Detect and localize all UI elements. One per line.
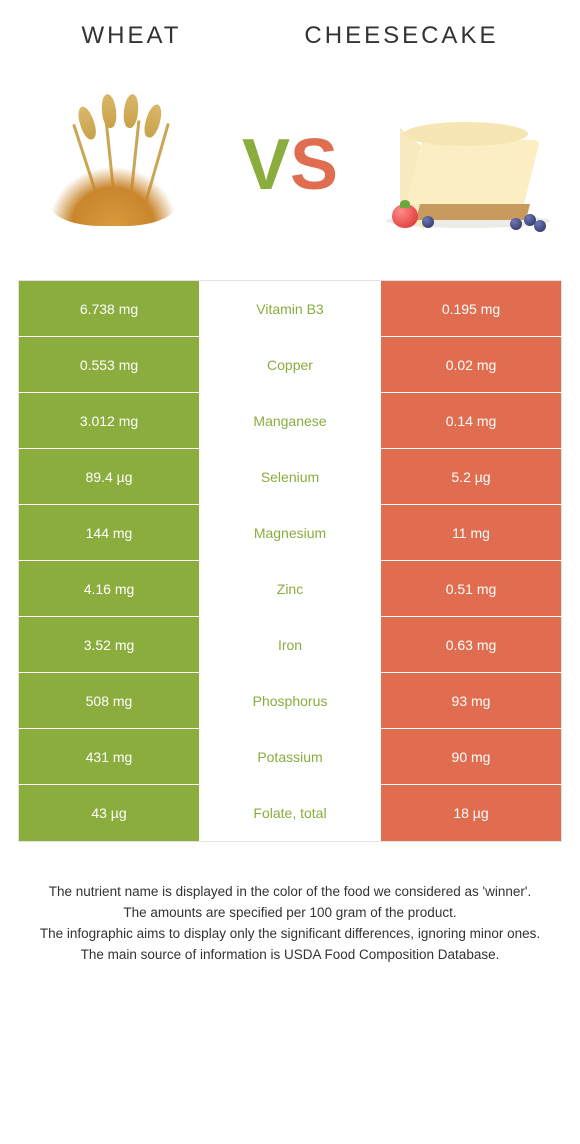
vs-letter-v: V bbox=[242, 129, 290, 201]
footer-line: The amounts are specified per 100 gram o… bbox=[30, 903, 550, 924]
header-titles: Wheat Cheesecake bbox=[0, 0, 580, 60]
right-food-title: Cheesecake bbox=[304, 22, 498, 50]
wheat-grain-pile-icon bbox=[48, 166, 178, 226]
nutrient-comparison-table: 6.738 mgVitamin B30.195 mg0.553 mgCopper… bbox=[18, 280, 562, 842]
left-value-cell: 43 µg bbox=[19, 785, 199, 841]
footer-line: The infographic aims to display only the… bbox=[30, 924, 550, 945]
left-value-cell: 89.4 µg bbox=[19, 449, 199, 504]
nutrient-label-cell: Iron bbox=[199, 617, 381, 672]
nutrient-row: 508 mgPhosphorus93 mg bbox=[19, 673, 561, 729]
cake-body-icon bbox=[406, 140, 540, 204]
right-value-cell: 93 mg bbox=[381, 673, 561, 728]
footer-notes: The nutrient name is displayed in the co… bbox=[0, 842, 580, 986]
left-value-cell: 0.553 mg bbox=[19, 337, 199, 392]
nutrient-row: 4.16 mgZinc0.51 mg bbox=[19, 561, 561, 617]
left-value-cell: 3.52 mg bbox=[19, 617, 199, 672]
food-images-row: VS bbox=[0, 60, 580, 280]
right-value-cell: 90 mg bbox=[381, 729, 561, 784]
nutrient-label-cell: Manganese bbox=[199, 393, 381, 448]
nutrient-row: 431 mgPotassium90 mg bbox=[19, 729, 561, 785]
left-value-cell: 3.012 mg bbox=[19, 393, 199, 448]
nutrient-label-cell: Magnesium bbox=[199, 505, 381, 560]
right-value-cell: 0.63 mg bbox=[381, 617, 561, 672]
left-value-cell: 4.16 mg bbox=[19, 561, 199, 616]
wheat-image bbox=[18, 80, 208, 250]
nutrient-label-cell: Vitamin B3 bbox=[199, 281, 381, 336]
vs-letter-s: S bbox=[290, 129, 338, 201]
left-food-title: Wheat bbox=[82, 22, 182, 50]
cake-top-icon bbox=[404, 122, 528, 146]
strawberry-leaf-icon bbox=[400, 200, 410, 208]
footer-line: The main source of information is USDA F… bbox=[30, 945, 550, 966]
blueberry-icon bbox=[534, 220, 546, 232]
right-value-cell: 18 µg bbox=[381, 785, 561, 841]
footer-line: The nutrient name is displayed in the co… bbox=[30, 882, 550, 903]
blueberry-icon bbox=[422, 216, 434, 228]
nutrient-row: 3.012 mgManganese0.14 mg bbox=[19, 393, 561, 449]
vs-label: VS bbox=[242, 129, 338, 201]
nutrient-label-cell: Folate, total bbox=[199, 785, 381, 841]
nutrient-label-cell: Phosphorus bbox=[199, 673, 381, 728]
left-value-cell: 144 mg bbox=[19, 505, 199, 560]
nutrient-row: 89.4 µgSelenium5.2 µg bbox=[19, 449, 561, 505]
nutrient-row: 43 µgFolate, total18 µg bbox=[19, 785, 561, 841]
blueberry-icon bbox=[510, 218, 522, 230]
nutrient-row: 0.553 mgCopper0.02 mg bbox=[19, 337, 561, 393]
cheesecake-image bbox=[372, 80, 562, 250]
nutrient-label-cell: Selenium bbox=[199, 449, 381, 504]
wheat-head-icon bbox=[100, 93, 117, 128]
right-value-cell: 0.02 mg bbox=[381, 337, 561, 392]
nutrient-label-cell: Copper bbox=[199, 337, 381, 392]
right-value-cell: 0.195 mg bbox=[381, 281, 561, 336]
right-value-cell: 5.2 µg bbox=[381, 449, 561, 504]
right-value-cell: 0.14 mg bbox=[381, 393, 561, 448]
nutrient-label-cell: Zinc bbox=[199, 561, 381, 616]
left-value-cell: 508 mg bbox=[19, 673, 199, 728]
left-value-cell: 6.738 mg bbox=[19, 281, 199, 336]
nutrient-row: 3.52 mgIron0.63 mg bbox=[19, 617, 561, 673]
right-value-cell: 0.51 mg bbox=[381, 561, 561, 616]
right-value-cell: 11 mg bbox=[381, 505, 561, 560]
wheat-head-icon bbox=[142, 103, 165, 140]
nutrient-row: 144 mgMagnesium11 mg bbox=[19, 505, 561, 561]
left-value-cell: 431 mg bbox=[19, 729, 199, 784]
nutrient-row: 6.738 mgVitamin B30.195 mg bbox=[19, 281, 561, 337]
nutrient-label-cell: Potassium bbox=[199, 729, 381, 784]
